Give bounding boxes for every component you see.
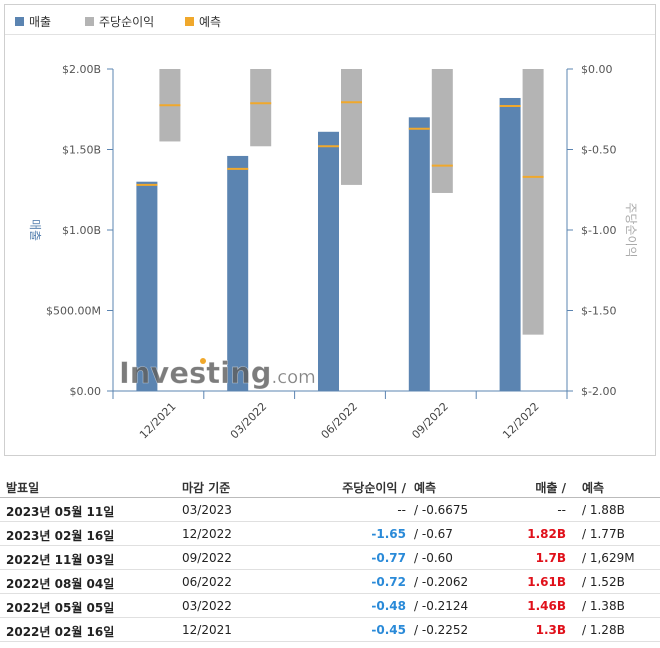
- eps-forecast-cell: / -0.67: [414, 527, 453, 541]
- header-revenue[interactable]: 매출 /: [535, 481, 566, 495]
- legend-forecast-label: 예측: [199, 15, 222, 29]
- revenue-actual-cell: 1.61B: [527, 575, 566, 589]
- revenue-bar: [499, 97, 521, 391]
- header-close[interactable]: 마감 기준: [182, 481, 231, 495]
- investing-watermark: Investing.com: [119, 356, 316, 390]
- eps-forecast-cell: / -0.6675: [414, 503, 469, 517]
- legend-revenue[interactable]: 매출: [15, 13, 51, 30]
- y2-axis-title: 주당순이익: [624, 202, 638, 257]
- release-date-cell: 2023년 05월 11일: [6, 505, 115, 519]
- release-date-cell: 2023년 02월 16일: [6, 529, 115, 543]
- header-date[interactable]: 발표일: [6, 481, 40, 495]
- eps-swatch-icon: [85, 17, 94, 26]
- eps-actual-cell: -1.65: [371, 527, 406, 541]
- eps-forecast-cell: / -0.2062: [414, 575, 469, 589]
- chart-legend: 매출 주당순이익 예측: [5, 5, 655, 35]
- table-row[interactable]: 2022년 08월 04일 06/2022 -0.72 / -0.2062 1.61B /…: [0, 570, 660, 594]
- y-tick-label: $1.00B: [62, 224, 101, 237]
- eps-actual-cell: -0.45: [371, 623, 406, 637]
- revenue-forecast-cell: / 1.88B: [582, 503, 625, 517]
- release-date-cell: 2022년 08월 04일: [6, 577, 115, 591]
- release-date-cell: 2022년 11월 03일: [6, 553, 115, 567]
- period-end-cell: 09/2022: [182, 551, 232, 565]
- eps-actual-cell: -0.77: [371, 551, 406, 565]
- y2-tick-label: $-1.00: [581, 224, 616, 237]
- legend-forecast[interactable]: 예측: [185, 13, 221, 30]
- header-eps-forecast[interactable]: 예측: [414, 481, 437, 495]
- table-row[interactable]: 2022년 05월 05일 03/2022 -0.48 / -0.2124 1.46B /…: [0, 594, 660, 618]
- x-tick-label: 09/2022: [409, 400, 451, 442]
- period-end-cell: 06/2022: [182, 575, 232, 589]
- table-row[interactable]: 2023년 05월 11일 03/2023 -- / -0.6675 -- / 1.88B: [0, 498, 660, 522]
- y-tick-label: $500.00M: [46, 305, 101, 318]
- legend-eps[interactable]: 주당순이익: [85, 13, 154, 30]
- table-header: 발표일 마감 기준 주당순이익 / 예측 매출 / 예측: [0, 474, 660, 498]
- x-tick-label: 06/2022: [319, 400, 361, 442]
- period-end-cell: 12/2022: [182, 527, 232, 541]
- y2-tick-label: $-2.00: [581, 385, 616, 398]
- revenue-actual-cell: 1.7B: [535, 551, 566, 565]
- revenue-bar: [227, 155, 249, 391]
- eps-actual-cell: -0.72: [371, 575, 406, 589]
- x-tick-label: 12/2021: [137, 400, 179, 442]
- x-tick-label: 12/2022: [500, 400, 542, 442]
- revenue-actual-cell: 1.82B: [527, 527, 566, 541]
- table-row[interactable]: 2022년 02월 16일 12/2021 -0.45 / -0.2252 1.3B / …: [0, 618, 660, 642]
- y-tick-label: $1.50B: [62, 144, 101, 157]
- y2-tick-label: $-0.50: [581, 144, 616, 157]
- legend-revenue-label: 매출: [29, 15, 52, 29]
- revenue-forecast-cell: / 1.77B: [582, 527, 625, 541]
- eps-bar: [522, 69, 544, 335]
- eps-forecast-cell: / -0.60: [414, 551, 453, 565]
- revenue-forecast-cell: / 1.38B: [582, 599, 625, 613]
- revenue-bar: [408, 117, 430, 392]
- earnings-chart: 매출 주당순이익 예측 $0.00 $500.00M $1.00B $1.50B $2.…: [4, 4, 656, 456]
- x-tick-label: 03/2022: [228, 400, 270, 442]
- revenue-bar: [136, 181, 158, 391]
- revenue-actual-cell: 1.3B: [535, 623, 566, 637]
- revenue-swatch-icon: [15, 17, 24, 26]
- revenue-forecast-cell: / 1.28B: [582, 623, 625, 637]
- revenue-bar: [318, 131, 339, 391]
- y-axis-title: 매출: [28, 219, 42, 241]
- eps-bar: [431, 69, 453, 193]
- eps-forecast-cell: / -0.2252: [414, 623, 469, 637]
- revenue-forecast-cell: / 1,629M: [582, 551, 635, 565]
- header-eps[interactable]: 주당순이익 /: [342, 481, 406, 495]
- y2-tick-label: $-1.50: [581, 305, 616, 318]
- eps-bar: [341, 69, 362, 185]
- eps-bar: [250, 69, 272, 147]
- y2-tick-label: $0.00: [581, 63, 613, 76]
- period-end-cell: 03/2023: [182, 503, 232, 517]
- y-tick-label: $0.00: [70, 385, 102, 398]
- forecast-swatch-icon: [185, 17, 194, 26]
- y-tick-label: $2.00B: [62, 63, 101, 76]
- eps-forecast-cell: / -0.2124: [414, 599, 469, 613]
- revenue-actual-cell: --: [557, 503, 566, 517]
- period-end-cell: 03/2022: [182, 599, 232, 613]
- header-revenue-forecast[interactable]: 예측: [582, 481, 605, 495]
- table-row[interactable]: 2022년 11월 03일 09/2022 -0.77 / -0.60 1.7B / 1,…: [0, 546, 660, 570]
- eps-actual-cell: --: [397, 503, 406, 517]
- eps-actual-cell: -0.48: [371, 599, 406, 613]
- watermark-dot-icon: [200, 358, 206, 364]
- period-end-cell: 12/2021: [182, 623, 232, 637]
- revenue-forecast-cell: / 1.52B: [582, 575, 625, 589]
- legend-eps-label: 주당순이익: [99, 15, 155, 29]
- revenue-actual-cell: 1.46B: [527, 599, 566, 613]
- release-date-cell: 2022년 02월 16일: [6, 625, 115, 639]
- chart-plot: $0.00 $500.00M $1.00B $1.50B $2.00B $-2.00 $-1…: [28, 63, 638, 442]
- table-row[interactable]: 2023년 02월 16일 12/2022 -1.65 / -0.67 1.82B / 1…: [0, 522, 660, 546]
- release-date-cell: 2022년 05월 05일: [6, 601, 115, 615]
